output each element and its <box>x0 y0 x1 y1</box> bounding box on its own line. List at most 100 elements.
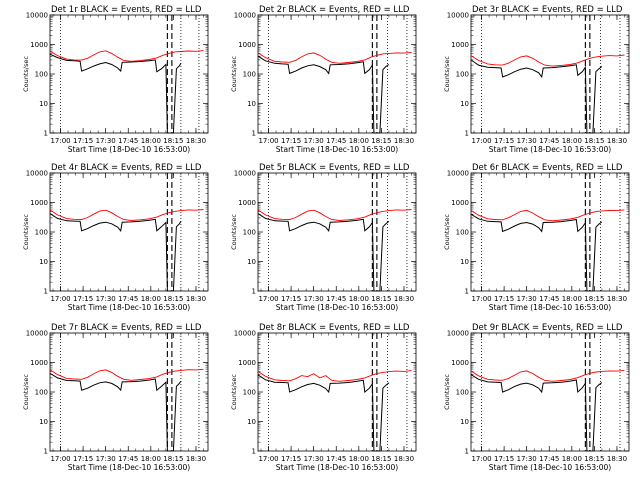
y-tick-label: 1 <box>252 288 256 296</box>
y-tick-label: 100 <box>35 71 48 79</box>
x-tick-label: 17:00 <box>50 137 70 145</box>
plot-frame <box>257 14 417 134</box>
y-axis-label: Counts/sec <box>443 56 451 92</box>
y-axis-label: Counts/sec <box>230 374 238 410</box>
x-tick-label: 17:45 <box>326 137 346 145</box>
y-tick-label: 1000 <box>238 41 256 49</box>
plot-frame <box>257 172 417 292</box>
lld-series-line <box>257 370 412 382</box>
lld-series-line <box>49 368 204 381</box>
x-axis-label: Start Time (18-Dec-10 16:53:00) <box>68 145 190 154</box>
y-tick-label: 10 <box>247 100 256 108</box>
y-tick-label: 1000 <box>30 359 48 367</box>
panel-det-9: Det 9r BLACK = Events, RED = LLD 1 10 100 10… <box>443 323 630 472</box>
x-tick-label: 18:00 <box>349 295 369 303</box>
lld-series-line <box>49 50 204 62</box>
y-tick-label: 1000 <box>451 199 469 207</box>
y-tick-label: 1 <box>252 448 256 456</box>
x-tick-label: 18:00 <box>141 295 161 303</box>
x-tick-label: 17:30 <box>517 295 537 303</box>
x-tick-label: 18:30 <box>607 295 627 303</box>
x-tick-label: 17:45 <box>539 137 559 145</box>
x-tick-label: 17:15 <box>281 137 301 145</box>
y-tick-label: 10 <box>39 100 48 108</box>
x-axis-label: Start Time (18-Dec-10 16:53:00) <box>276 303 398 312</box>
x-axis-label: Start Time (18-Dec-10 16:53:00) <box>489 145 611 154</box>
y-tick-label: 10000 <box>234 330 256 338</box>
x-tick-label: 17:30 <box>96 137 116 145</box>
y-tick-label: 10 <box>460 100 469 108</box>
x-tick-label: 17:15 <box>73 295 93 303</box>
y-axis-label: Counts/sec <box>443 374 451 410</box>
events-series-line <box>49 213 182 292</box>
x-axis-label: Start Time (18-Dec-10 16:53:00) <box>276 145 398 154</box>
x-tick-label: 18:30 <box>394 137 414 145</box>
panel-title: Det 7r BLACK = Events, RED = LLD <box>51 323 202 333</box>
plot-frame <box>470 14 630 134</box>
x-tick-label: 17:30 <box>304 455 324 463</box>
x-axis-label: Start Time (18-Dec-10 16:53:00) <box>276 463 398 472</box>
x-tick-label: 17:30 <box>304 137 324 145</box>
y-tick-label: 10 <box>460 418 469 426</box>
y-tick-label: 100 <box>456 389 469 397</box>
x-axis-label: Start Time (18-Dec-10 16:53:00) <box>489 463 611 472</box>
panel-det-5: Det 5r BLACK = Events, RED = LLD 1 10 100 10… <box>230 163 417 312</box>
x-tick-label: 18:30 <box>186 137 206 145</box>
y-axis-label: Counts/sec <box>230 214 238 250</box>
x-tick-label: 17:30 <box>517 137 537 145</box>
x-tick-label: 17:00 <box>50 295 70 303</box>
x-tick-label: 18:15 <box>371 455 391 463</box>
y-tick-label: 100 <box>35 229 48 237</box>
y-tick-label: 10000 <box>447 330 469 338</box>
y-tick-label: 100 <box>243 389 256 397</box>
panel-det-2: Det 2r BLACK = Events, RED = LLD 1 10 100 10… <box>230 5 417 154</box>
x-tick-label: 17:45 <box>326 455 346 463</box>
y-tick-label: 10 <box>39 418 48 426</box>
x-axis-label: Start Time (18-Dec-10 16:53:00) <box>68 303 190 312</box>
x-tick-label: 17:45 <box>539 295 559 303</box>
panel-title: Det 3r BLACK = Events, RED = LLD <box>472 5 623 15</box>
lld-series-line <box>49 209 204 221</box>
x-tick-label: 18:30 <box>394 455 414 463</box>
plot-frame <box>257 332 417 452</box>
y-tick-label: 10 <box>247 258 256 266</box>
x-axis-label: Start Time (18-Dec-10 16:53:00) <box>68 463 190 472</box>
x-tick-label: 17:15 <box>281 455 301 463</box>
panel-det-8: Det 8r BLACK = Events, RED = LLD 1 10 100 10… <box>230 323 417 472</box>
events-series-line <box>470 374 603 452</box>
y-tick-label: 10000 <box>234 12 256 20</box>
events-series-line <box>49 372 182 452</box>
x-tick-label: 18:30 <box>186 455 206 463</box>
events-series-line <box>257 55 390 134</box>
y-tick-label: 10000 <box>447 12 469 20</box>
plot-frame <box>470 332 630 452</box>
events-series-line <box>49 53 182 134</box>
x-tick-label: 18:00 <box>141 455 161 463</box>
y-axis-label: Counts/sec <box>443 214 451 250</box>
x-tick-label: 17:00 <box>471 455 491 463</box>
x-tick-label: 17:15 <box>73 137 93 145</box>
lld-series-line <box>470 209 625 222</box>
y-tick-label: 100 <box>456 229 469 237</box>
x-tick-label: 17:30 <box>304 295 324 303</box>
x-tick-label: 17:30 <box>517 455 537 463</box>
x-axis-label: Start Time (18-Dec-10 16:53:00) <box>489 303 611 312</box>
x-tick-label: 18:30 <box>186 295 206 303</box>
x-tick-label: 17:00 <box>50 455 70 463</box>
y-tick-label: 1 <box>44 130 48 138</box>
x-tick-label: 18:15 <box>163 137 183 145</box>
x-tick-label: 18:30 <box>607 137 627 145</box>
y-tick-label: 1000 <box>451 41 469 49</box>
y-tick-label: 10 <box>247 418 256 426</box>
plot-frame <box>49 14 209 134</box>
lld-series-line <box>470 54 625 67</box>
panel-title: Det 1r BLACK = Events, RED = LLD <box>51 5 202 15</box>
x-tick-label: 18:15 <box>163 295 183 303</box>
x-tick-label: 18:15 <box>371 137 391 145</box>
x-tick-label: 17:15 <box>494 295 514 303</box>
y-tick-label: 10000 <box>26 12 48 20</box>
y-tick-label: 10000 <box>26 330 48 338</box>
y-axis-label: Counts/sec <box>22 56 30 92</box>
y-tick-label: 1 <box>252 130 256 138</box>
